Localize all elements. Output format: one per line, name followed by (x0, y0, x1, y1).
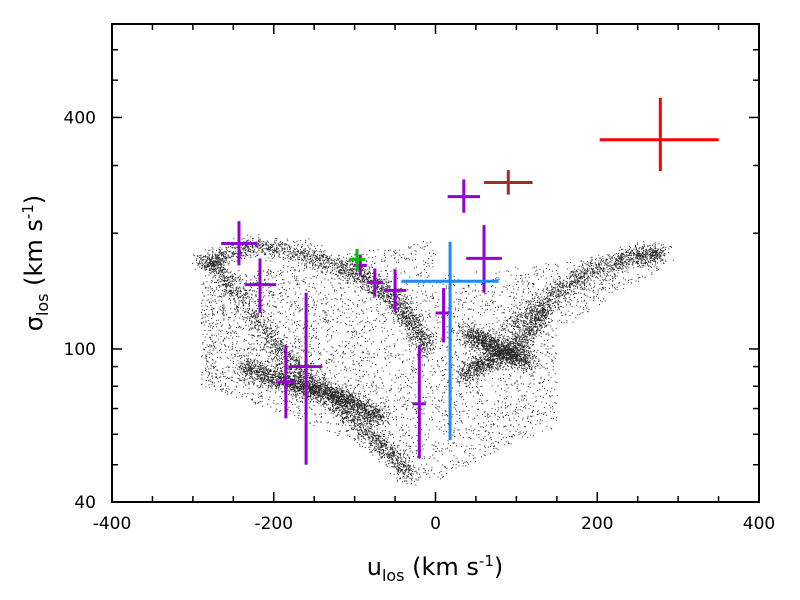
y-tick-label: 40 (74, 493, 96, 513)
error-bar-points (221, 97, 719, 465)
y-axis-title: σlos (km s-1) (19, 195, 52, 332)
background-particles (192, 234, 674, 486)
data-point-0-4 (383, 269, 407, 312)
data-point-3-0 (484, 170, 533, 195)
data-point-1-0 (348, 248, 366, 271)
data-point-0-0 (221, 221, 258, 266)
x-tick-label: -400 (93, 514, 132, 534)
axis-ticks (111, 23, 760, 503)
data-point-4-0 (599, 97, 719, 172)
data-point-0-7 (412, 345, 426, 459)
data-point-2-0 (401, 241, 499, 440)
axis-tick-labels: -400 -200 0 200 400 40 100 400 (64, 108, 776, 534)
x-axis-title: ulos (km s-1) (367, 552, 504, 585)
x-tick-label: 400 (743, 514, 775, 534)
data-point-0-5 (276, 345, 296, 419)
data-point-0-6 (289, 292, 323, 465)
data-point-0-9 (447, 179, 480, 213)
y-tick-label: 400 (64, 108, 96, 128)
x-tick-label: 0 (430, 514, 441, 534)
x-tick-label: -200 (254, 514, 293, 534)
y-tick-label: 100 (64, 340, 96, 360)
background-scatter-cloud (192, 234, 674, 486)
data-point-0-3 (366, 268, 383, 297)
x-tick-label: 200 (581, 514, 613, 534)
data-point-0-1 (244, 258, 277, 314)
